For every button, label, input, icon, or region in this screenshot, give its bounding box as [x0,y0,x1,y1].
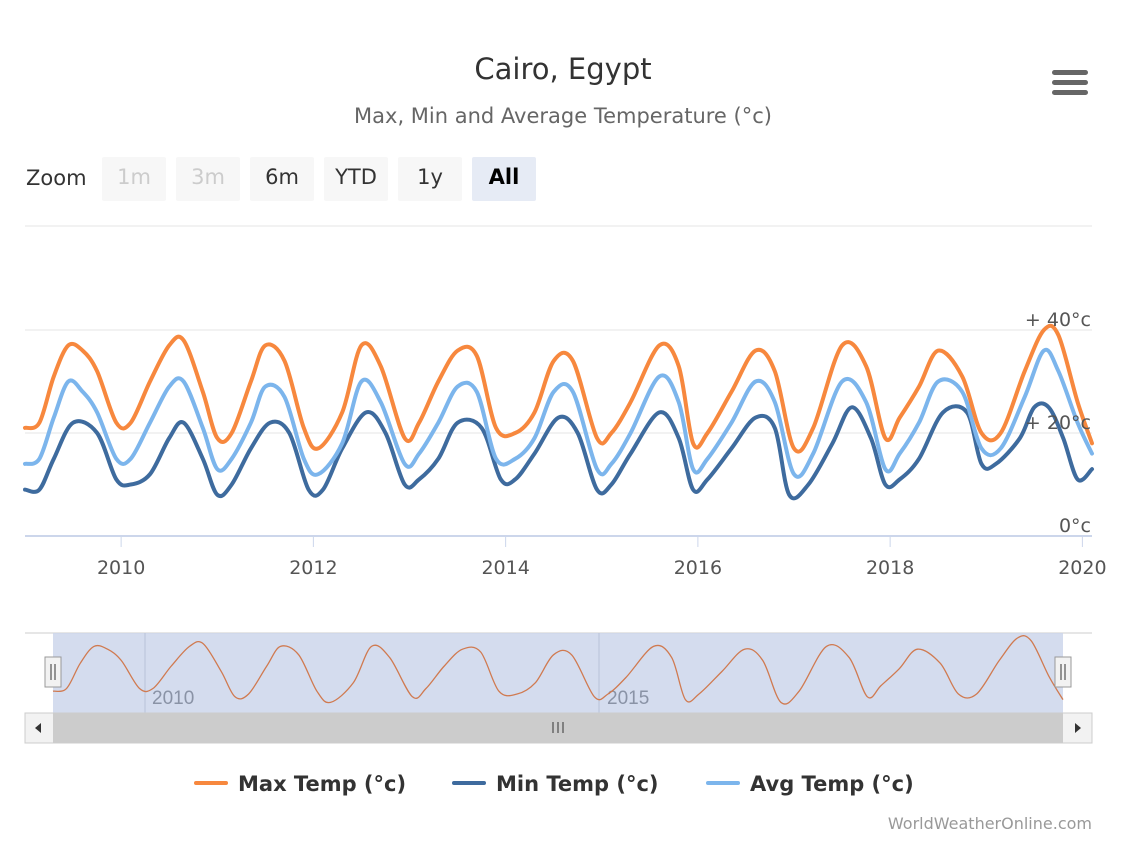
legend-item-max[interactable]: Max Temp (°c) [194,772,406,796]
legend-label-avg: Avg Temp (°c) [750,772,914,796]
navigator-series-line [52,635,1064,705]
zoom-button-6m[interactable]: 6m [250,157,314,201]
x-tick-label-2012: 2012 [289,557,337,579]
navigator[interactable]: 2010 2015 [24,632,1093,744]
legend-swatch-avg [706,781,740,785]
legend: Max Temp (°c) Min Temp (°c) Avg Temp (°c… [0,772,1126,808]
x-tick-label-2016: 2016 [674,557,722,579]
series-line-min[interactable] [23,401,1094,501]
x-tick-label-2018: 2018 [866,557,914,579]
series-line-max[interactable] [23,323,1094,454]
x-tick-label-2014: 2014 [481,557,529,579]
series-line-avg[interactable] [23,347,1094,479]
scroll-right-arrow-icon[interactable] [1075,723,1081,733]
x-tick-label-2010: 2010 [97,557,145,579]
navigator-left-handle[interactable] [44,656,62,688]
navigator-right-handle[interactable] [1054,656,1072,688]
legend-swatch-min [452,781,486,785]
y-tick-label-1: + 20°c [1025,412,1091,434]
hamburger-menu-icon[interactable] [1052,70,1088,98]
zoom-button-all[interactable]: All [472,157,536,201]
zoom-label: Zoom [26,166,87,190]
y-tick-label-0: 0°c [1059,515,1091,537]
zoom-button-ytd[interactable]: YTD [324,157,388,201]
zoom-button-1m[interactable]: 1m [102,157,166,201]
zoom-button-1y[interactable]: 1y [398,157,462,201]
zoom-button-3m[interactable]: 3m [176,157,240,201]
navigator-tick-2015: 2015 [607,688,649,709]
legend-label-min: Min Temp (°c) [496,772,659,796]
credit-link[interactable]: WorldWeatherOnline.com [887,814,1092,833]
y-tick-label-2: + 40°c [1025,309,1091,331]
chart-subtitle: Max, Min and Average Temperature (°c) [354,104,772,128]
x-tick-label-2020: 2020 [1058,557,1106,579]
chart-title: Cairo, Egypt [474,52,652,86]
navigator-tick-2010: 2010 [152,688,194,709]
legend-item-avg[interactable]: Avg Temp (°c) [706,772,914,796]
scrollbar-grip-icon [552,722,564,733]
legend-label-max: Max Temp (°c) [238,772,407,796]
scroll-left-arrow-icon[interactable] [35,723,41,733]
legend-item-min[interactable]: Min Temp (°c) [452,772,659,796]
legend-swatch-max [194,781,228,785]
